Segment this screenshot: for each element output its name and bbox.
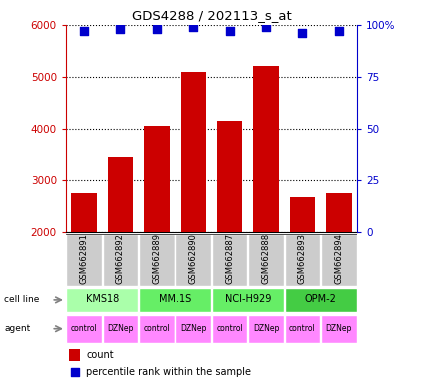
Text: DZNep: DZNep (253, 324, 279, 333)
Text: GSM662888: GSM662888 (261, 233, 271, 284)
Bar (212, 233, 247, 286)
Bar (321, 233, 357, 286)
Text: control: control (144, 324, 170, 333)
Text: OPM-2: OPM-2 (305, 295, 337, 305)
Bar (253, 66, 279, 232)
Bar (139, 233, 175, 286)
Text: percentile rank within the sample: percentile rank within the sample (86, 366, 251, 377)
Point (335, 28, 342, 34)
Bar (102, 314, 138, 343)
Text: control: control (289, 324, 316, 333)
Text: GSM662894: GSM662894 (334, 233, 343, 284)
Text: KMS18: KMS18 (86, 295, 119, 305)
Bar (66, 288, 138, 312)
Bar (139, 288, 211, 312)
Bar (217, 121, 242, 232)
Text: MM.1S: MM.1S (159, 295, 191, 305)
Text: GSM662891: GSM662891 (79, 233, 88, 284)
Bar (69, 349, 80, 361)
Point (117, 26, 124, 32)
Bar (326, 194, 351, 232)
Point (263, 24, 269, 30)
Bar (144, 126, 170, 232)
Bar (212, 314, 247, 343)
Point (71, 369, 78, 375)
Bar (285, 288, 357, 312)
Point (226, 28, 233, 34)
Title: GDS4288 / 202113_s_at: GDS4288 / 202113_s_at (132, 9, 291, 22)
Bar (66, 314, 102, 343)
Text: NCI-H929: NCI-H929 (225, 295, 271, 305)
Bar (290, 197, 315, 232)
Text: DZNep: DZNep (326, 324, 352, 333)
Text: GSM662892: GSM662892 (116, 233, 125, 284)
Text: GSM662893: GSM662893 (298, 233, 307, 284)
Text: control: control (71, 324, 97, 333)
Text: DZNep: DZNep (107, 324, 133, 333)
Bar (248, 233, 284, 286)
Text: GSM662889: GSM662889 (152, 233, 162, 284)
Point (153, 26, 160, 32)
Text: cell line: cell line (4, 295, 40, 305)
Text: control: control (216, 324, 243, 333)
Text: count: count (86, 350, 114, 360)
Text: agent: agent (4, 324, 31, 333)
Bar (108, 157, 133, 232)
Point (81, 28, 88, 34)
Bar (285, 233, 320, 286)
Bar (102, 233, 138, 286)
Text: GSM662890: GSM662890 (189, 233, 198, 284)
Bar (176, 233, 211, 286)
Bar (176, 314, 211, 343)
Bar (212, 288, 284, 312)
Bar (285, 314, 320, 343)
Bar (321, 314, 357, 343)
Bar (66, 233, 102, 286)
Point (190, 24, 197, 30)
Bar (248, 314, 284, 343)
Bar (139, 314, 175, 343)
Text: DZNep: DZNep (180, 324, 207, 333)
Text: GSM662887: GSM662887 (225, 233, 234, 284)
Point (299, 30, 306, 36)
Bar (181, 71, 206, 232)
Bar (71, 194, 97, 232)
